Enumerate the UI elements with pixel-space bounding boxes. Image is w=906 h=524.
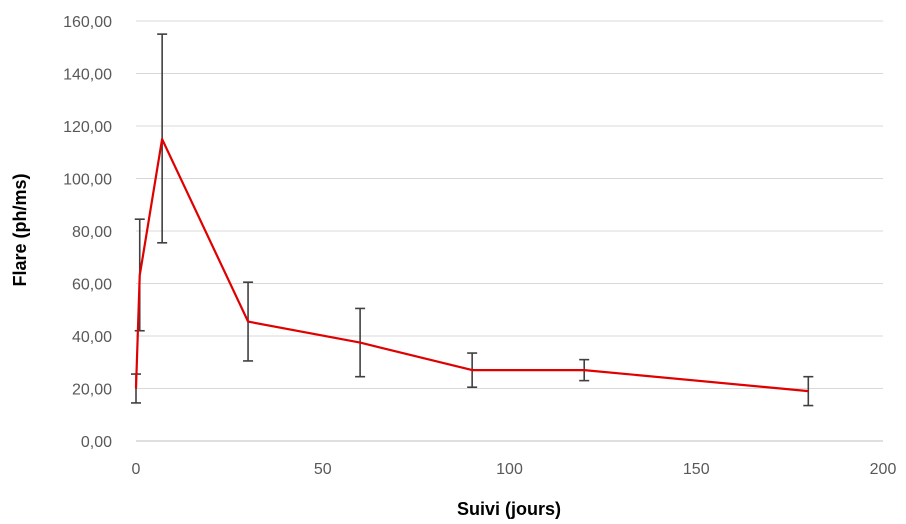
- x-axis-title: Suivi (jours): [457, 499, 561, 519]
- x-axis-tick-labels: 0 50 100 150 200: [132, 461, 897, 478]
- x-tick-label: 50: [314, 461, 332, 478]
- series-line: [134, 138, 809, 393]
- x-tick-label: 150: [683, 461, 710, 478]
- x-tick-label: 0: [132, 461, 141, 478]
- y-tick-label: 20,00: [72, 382, 112, 399]
- y-tick-label: 80,00: [72, 224, 112, 241]
- x-tick-label: 100: [496, 461, 523, 478]
- series-lines: [134, 138, 809, 393]
- y-tick-label: 0,00: [81, 434, 112, 451]
- error-bars: [131, 33, 814, 407]
- y-tick-label: 60,00: [72, 277, 112, 294]
- y-axis-tick-labels: 0,00 20,00 40,00 60,00 80,00 100,00 120,00 140,…: [63, 14, 112, 451]
- y-tick-label: 160,00: [63, 14, 112, 31]
- y-tick-label: 120,00: [63, 119, 112, 136]
- y-tick-label: 140,00: [63, 67, 112, 84]
- y-tick-label: 100,00: [63, 172, 112, 189]
- x-tick-label: 200: [870, 461, 897, 478]
- y-axis-title: Flare (ph/ms): [10, 173, 30, 286]
- error-bar: [803, 375, 814, 407]
- gridlines: [136, 20, 883, 442]
- y-tick-label: 40,00: [72, 329, 112, 346]
